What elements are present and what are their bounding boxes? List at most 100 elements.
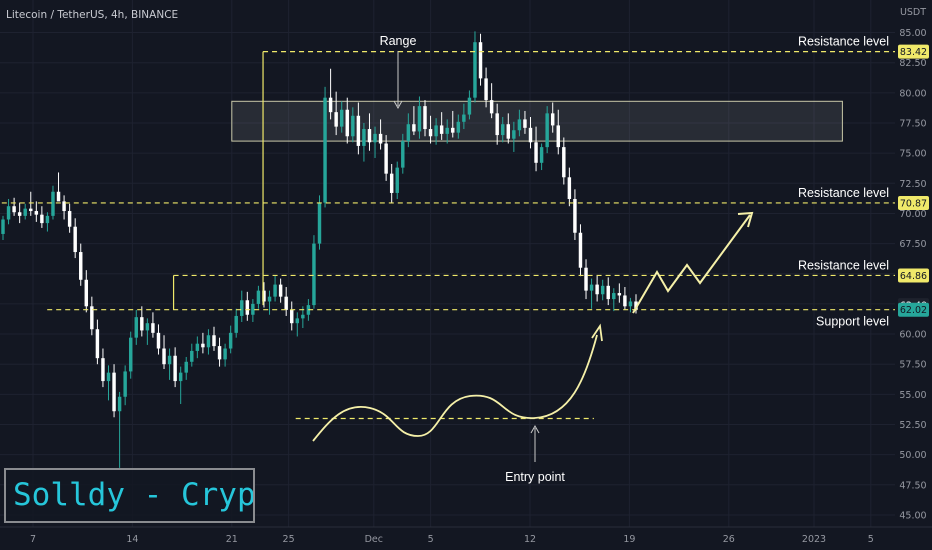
candle-body xyxy=(567,177,572,199)
candle-body xyxy=(584,267,588,291)
candle-body xyxy=(62,201,66,212)
time-tick-label: 5 xyxy=(868,534,874,545)
candle-body xyxy=(190,350,194,362)
candle-body xyxy=(84,279,89,307)
candle-body xyxy=(600,285,605,295)
candle-body xyxy=(301,314,305,319)
candle-body xyxy=(534,142,538,163)
candle-body xyxy=(45,215,50,224)
price-tag-bg xyxy=(898,268,929,283)
candle-body xyxy=(1,219,5,234)
candle-body xyxy=(339,109,344,127)
candle-body xyxy=(362,129,366,146)
time-tick-label: 25 xyxy=(283,534,295,545)
time-tick-label: 19 xyxy=(623,534,635,545)
candle-body xyxy=(240,300,244,316)
symbol-header: Litecoin / TetherUS, 4h, BINANCE xyxy=(6,9,179,21)
candle-body xyxy=(484,78,488,101)
candle-body xyxy=(356,115,361,146)
candle-body xyxy=(506,124,511,139)
candle-body xyxy=(251,303,255,315)
candle-body xyxy=(223,348,227,360)
price-tick-label: 67.50 xyxy=(899,239,926,250)
price-tag: 64.86 xyxy=(900,271,927,282)
candle-body xyxy=(612,293,616,300)
candle-body xyxy=(101,358,105,382)
price-axis[interactable]: USDT 85.00 82.50 80.00 77.50 75.00 72.50 70.00 6… xyxy=(895,0,932,550)
candle-body xyxy=(528,127,533,143)
candle-body xyxy=(623,295,627,307)
candle-body xyxy=(267,296,272,302)
candle-body xyxy=(128,337,133,372)
price-tick-label: 60.00 xyxy=(899,330,926,341)
candle-body xyxy=(501,124,505,136)
candle-body xyxy=(312,243,316,306)
support-level-label: Support level xyxy=(816,315,889,329)
candle-body xyxy=(573,198,577,233)
level-lines: Resistance level Resistance level Resistan… xyxy=(0,35,895,329)
price-tick-label: 50.00 xyxy=(899,450,926,461)
time-axis[interactable]: 7 14 21 25 Dec 5 12 19 26 2023 5 xyxy=(0,526,932,550)
candle-body xyxy=(234,315,238,333)
candle-body xyxy=(206,335,211,348)
candle-body xyxy=(95,329,100,359)
range-box xyxy=(231,100,843,142)
price-tick-label: 77.50 xyxy=(899,119,926,130)
price-tag-bg xyxy=(898,195,929,210)
price-tick-label: 52.50 xyxy=(899,420,926,431)
candle-body xyxy=(273,284,277,297)
time-tick-label: 5 xyxy=(428,534,434,545)
candle-body xyxy=(617,293,622,296)
candles xyxy=(1,31,638,468)
candle-body xyxy=(562,147,566,178)
price-tick-label: 45.00 xyxy=(899,510,926,521)
entry-point-label: Entry point xyxy=(505,470,565,484)
wave-curve xyxy=(312,334,598,442)
candle-body xyxy=(201,343,205,348)
price-tick-label: 82.50 xyxy=(899,58,926,69)
price-tick-label: 70.00 xyxy=(899,209,926,220)
candle-body xyxy=(351,115,355,137)
candle-body xyxy=(345,109,349,137)
candle-body xyxy=(462,114,466,122)
range-rectangle xyxy=(231,100,843,142)
candle-body xyxy=(212,335,216,347)
candle-body xyxy=(90,306,94,330)
candle-body xyxy=(412,124,416,132)
candle-body xyxy=(67,211,72,227)
candle-body xyxy=(384,143,388,174)
candle-body xyxy=(478,42,483,79)
candle-body xyxy=(628,301,633,307)
candle-body xyxy=(317,202,322,244)
price-tag: 62.02 xyxy=(900,305,927,316)
candle-body xyxy=(389,173,394,193)
price-tag-bg xyxy=(898,44,929,59)
candle-body xyxy=(228,332,233,349)
candle-body xyxy=(12,206,16,213)
candle-body xyxy=(178,372,183,382)
candle-body xyxy=(40,214,44,224)
candle-body xyxy=(167,355,172,365)
candle-body xyxy=(428,129,433,137)
candle-body xyxy=(378,133,383,144)
price-tick-label: 85.00 xyxy=(899,28,926,39)
candle-body xyxy=(517,119,522,131)
time-tick-label: 21 xyxy=(226,534,238,545)
time-axis-bg xyxy=(0,527,932,550)
candle-body xyxy=(578,232,583,268)
annotations: Range Entry point xyxy=(295,34,754,484)
candle-body xyxy=(134,317,138,338)
projection-arrow-head xyxy=(737,211,754,228)
price-tick-label: 72.50 xyxy=(899,179,926,190)
candle-body xyxy=(423,106,427,130)
candle-body xyxy=(151,323,155,333)
candle-body xyxy=(173,355,177,382)
candle-body xyxy=(473,42,477,98)
candle-body xyxy=(278,284,283,297)
candle-body xyxy=(634,301,638,310)
range-label: Range xyxy=(380,34,417,48)
candle-body xyxy=(328,97,333,113)
candle-body xyxy=(323,97,327,203)
candle-body xyxy=(373,133,377,143)
